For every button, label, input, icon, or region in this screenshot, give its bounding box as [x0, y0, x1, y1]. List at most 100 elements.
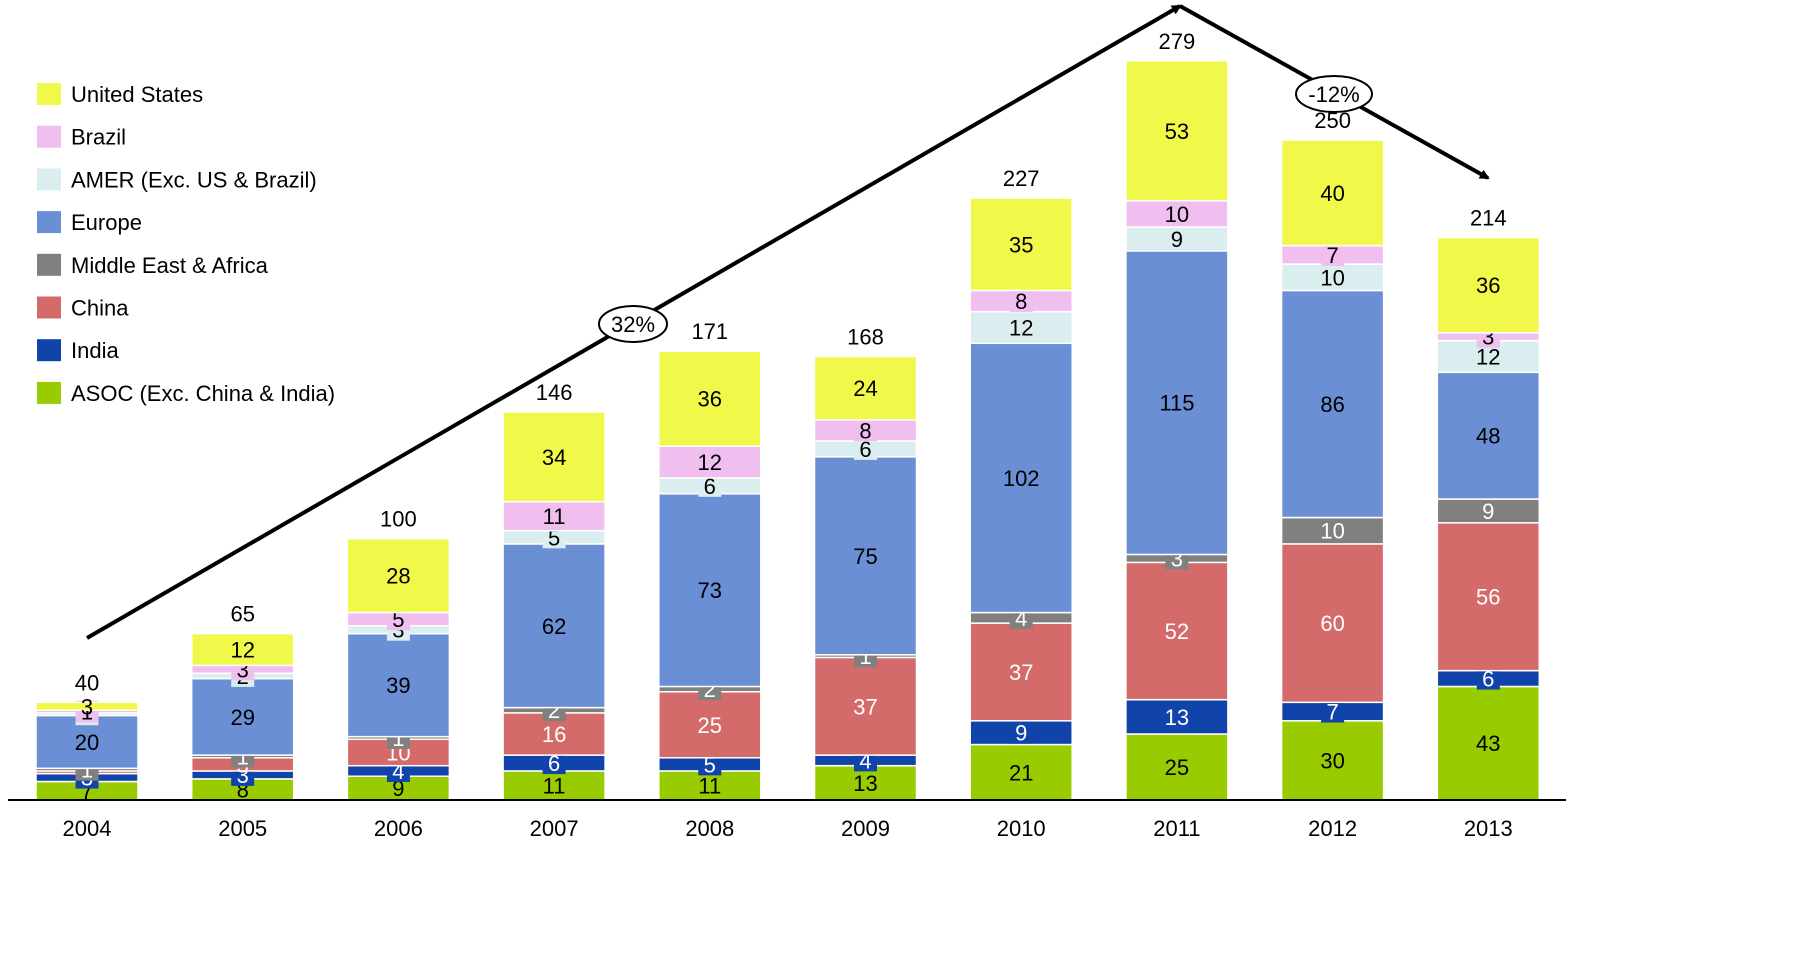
- bar-segment-united-states-2008: [658, 350, 762, 447]
- value-label-box-brazil-2007: [537, 505, 572, 528]
- bar-segment-united-states-2013: [1436, 236, 1541, 334]
- legend-label-europe: Europe: [71, 210, 142, 235]
- bar-segment-asoc-exc-china-india-2010: [969, 743, 1073, 801]
- value-label-india-2010: 9: [1015, 721, 1027, 746]
- growth-rate-oval-1: [598, 305, 668, 343]
- value-label-box-brazil-2006: [386, 608, 410, 631]
- value-label-india-2007: 6: [548, 751, 560, 776]
- value-label-europe-2009: 75: [853, 544, 877, 569]
- legend: United States Brazil AMER (Exc. US & Brazi…: [37, 82, 335, 406]
- value-label-box-brazil-2011: [1159, 202, 1194, 225]
- bar-segment-europe-2010: [969, 342, 1073, 614]
- value-label-amer-exc-us-brazil-2011: 9: [1171, 227, 1183, 252]
- legend-swatch-united-states: [37, 83, 61, 105]
- value-label-china-2007: 16: [542, 722, 566, 747]
- value-label-asoc-exc-china-india-2006: 9: [392, 776, 404, 801]
- x-tick-label-2008: 2008: [685, 816, 734, 841]
- legend-label-middle-east-africa: Middle East & Africa: [71, 253, 269, 278]
- value-label-asoc-exc-china-india-2009: 13: [853, 771, 877, 796]
- legend-label-china: China: [71, 296, 129, 321]
- bar-segment-united-states-2009: [813, 355, 918, 421]
- bar-segment-asoc-exc-china-india-2011: [1125, 733, 1229, 801]
- bar-segment-china-2012: [1280, 543, 1385, 704]
- value-label-china-2011: 52: [1165, 619, 1189, 644]
- value-label-box-amer-exc-us-brazil-2011: [1165, 228, 1189, 250]
- x-tick-label-2011: 2011: [1153, 816, 1200, 841]
- value-label-amer-exc-us-brazil-2008: 6: [704, 474, 716, 499]
- growth-rate-oval-2: [1295, 75, 1373, 113]
- bar-segment-united-states-2004: [35, 701, 139, 711]
- x-tick-label-2009: 2009: [841, 816, 890, 841]
- value-label-asoc-exc-china-india-2012: 30: [1320, 748, 1344, 773]
- value-label-europe-2008: 73: [698, 578, 722, 603]
- bar-segment-europe-2006: [346, 632, 451, 738]
- value-label-china-2012: 60: [1320, 611, 1344, 636]
- value-label-europe-2006: 39: [386, 673, 410, 698]
- value-label-brazil-2009: 8: [859, 418, 871, 443]
- value-label-united-states-2007: 34: [542, 445, 566, 470]
- bar-segment-europe-2008: [658, 493, 762, 688]
- x-tick-label-2006: 2006: [374, 816, 423, 841]
- value-label-brazil-2012: 7: [1326, 243, 1338, 268]
- x-tick-label-2010: 2010: [997, 816, 1046, 841]
- value-label-asoc-exc-china-india-2007: 11: [543, 773, 566, 798]
- x-tick-label-2013: 2013: [1464, 816, 1513, 841]
- value-label-asoc-exc-china-india-2011: 25: [1165, 755, 1189, 780]
- value-label-box-india-2012: [1321, 700, 1345, 723]
- legend-label-united-states: United States: [71, 82, 203, 107]
- total-label-2008: 171: [691, 319, 728, 344]
- x-tick-label-2007: 2007: [530, 816, 579, 841]
- value-label-united-states-2011: 53: [1165, 119, 1189, 144]
- value-label-china-2008: 25: [698, 713, 722, 738]
- value-label-box-india-2011: [1159, 705, 1194, 728]
- growth-rate-label-2: -12%: [1308, 82, 1359, 107]
- value-label-asoc-exc-china-india-2008: 11: [698, 773, 721, 798]
- total-label-2010: 227: [1003, 166, 1040, 191]
- total-label-2007: 146: [536, 380, 573, 405]
- value-label-united-states-2010: 35: [1009, 232, 1033, 257]
- value-label-india-2008: 5: [704, 752, 716, 777]
- bar-segment-united-states-2011: [1125, 60, 1229, 202]
- x-axis: 2004 2005 2006 2007 2008 2009 2010 2011 2012 2013: [8, 799, 1566, 841]
- value-label-box-amer-exc-us-brazil-2013: [1471, 345, 1506, 368]
- value-label-brazil-2006: 5: [392, 607, 404, 632]
- legend-swatch-asoc-exc-china-india: [37, 381, 61, 404]
- value-label-brazil-2010: 8: [1015, 289, 1027, 314]
- bar-segment-asoc-exc-china-india-2007: [502, 770, 606, 801]
- value-label-box-brazil-2012: [1321, 243, 1345, 266]
- value-label-europe-2010: 102: [1003, 466, 1040, 491]
- value-label-box-india-2013: [1476, 667, 1500, 690]
- bar-segment-asoc-exc-china-india-2008: [658, 770, 762, 801]
- value-label-asoc-exc-china-india-2013: 43: [1476, 731, 1500, 756]
- value-label-box-amer-exc-us-brazil-2009: [854, 437, 877, 460]
- value-label-united-states-2005: 12: [230, 638, 254, 663]
- value-label-china-2010: 37: [1009, 660, 1033, 685]
- value-label-box-amer-exc-us-brazil-2007: [542, 526, 566, 549]
- bar-segment-europe-2013: [1436, 371, 1541, 500]
- value-label-amer-exc-us-brazil-2013: 12: [1476, 344, 1500, 369]
- value-label-united-states-2012: 40: [1320, 181, 1344, 206]
- value-label-box-middle-east-africa-2013: [1476, 499, 1500, 522]
- value-label-china-2013: 56: [1476, 585, 1500, 610]
- value-label-amer-exc-us-brazil-2007: 5: [548, 525, 560, 550]
- value-label-europe-2007: 62: [542, 614, 566, 639]
- value-label-box-india-2008: [698, 753, 722, 776]
- legend-swatch-brazil: [37, 125, 61, 148]
- legend-swatch-china: [37, 296, 61, 319]
- value-label-box-amer-exc-us-brazil-2010: [1004, 316, 1039, 339]
- growth-arrows-layer: 32% -12%: [85, 4, 1490, 640]
- legend-swatch-europe: [37, 211, 61, 234]
- bar-segment-united-states-2006: [346, 537, 451, 614]
- value-label-europe-2011: 115: [1159, 391, 1194, 416]
- value-label-box-india-2010: [1009, 721, 1033, 744]
- bar-segment-united-states-2007: [502, 411, 606, 503]
- value-label-united-states-2006: 28: [386, 564, 410, 589]
- value-label-box-amer-exc-us-brazil-2012: [1315, 266, 1350, 289]
- legend-label-india: India: [71, 338, 119, 363]
- legend-label-amer-exc-us-brazil: AMER (Exc. US & Brazil): [71, 167, 317, 192]
- value-label-united-states-2013: 36: [1476, 273, 1500, 298]
- legend-swatch-middle-east-africa: [37, 253, 61, 276]
- value-label-brazil-2008: 12: [698, 450, 722, 475]
